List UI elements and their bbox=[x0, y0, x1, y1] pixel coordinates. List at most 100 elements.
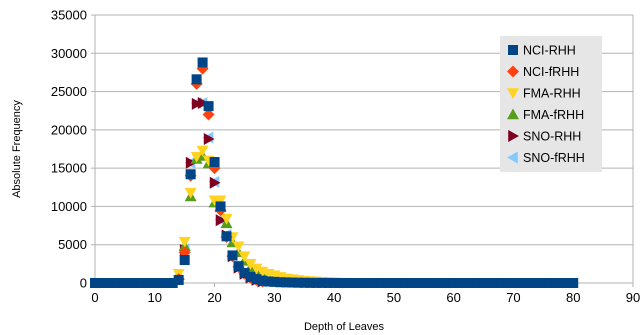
x-tick-label: 90 bbox=[626, 290, 640, 305]
data-point-nci-rhh bbox=[353, 278, 364, 288]
data-point-nci-rhh bbox=[179, 255, 190, 266]
data-point-fma-rhh bbox=[250, 263, 263, 275]
data-point-nci-rhh bbox=[490, 278, 501, 288]
data-point-nci-rhh bbox=[203, 101, 214, 112]
data-point-nci-rhh bbox=[496, 278, 507, 288]
x-tick-label: 80 bbox=[566, 290, 580, 305]
data-point-fma-rhh bbox=[178, 236, 191, 248]
data-point-nci-rhh bbox=[173, 274, 184, 285]
data-point-fma-rhh bbox=[184, 187, 197, 199]
data-point-nci-rhh bbox=[329, 277, 340, 288]
legend-box bbox=[500, 36, 602, 172]
data-point-nci-rhh bbox=[562, 278, 573, 288]
data-point-sno-rhh bbox=[197, 97, 209, 110]
legend-marker-nci-rhh bbox=[508, 45, 518, 55]
data-point-nci-rhh bbox=[544, 278, 555, 288]
data-point-nci-rhh bbox=[508, 278, 519, 288]
legend-marker-sno-frhh bbox=[507, 151, 518, 164]
legend-label-sno-rhh: SNO-RHH bbox=[523, 130, 581, 144]
data-point-nci-rhh bbox=[263, 276, 274, 287]
data-point-nci-rhh bbox=[257, 275, 268, 286]
data-point-nci-rhh bbox=[442, 278, 453, 288]
y-tick-label: 15000 bbox=[51, 161, 87, 176]
data-point-nci-rhh bbox=[119, 278, 130, 288]
data-point-nci-rhh bbox=[484, 278, 495, 288]
y-tick-label: 25000 bbox=[51, 84, 87, 99]
data-point-nci-rhh bbox=[466, 278, 477, 288]
data-point-nci-rhh bbox=[478, 278, 489, 288]
data-point-nci-rhh bbox=[359, 278, 369, 288]
data-point-nci-rhh bbox=[400, 278, 411, 288]
data-point-nci-rhh bbox=[221, 231, 232, 242]
y-tick-label: 0 bbox=[80, 276, 87, 291]
data-point-nci-rhh bbox=[215, 201, 226, 212]
x-tick-label: 40 bbox=[327, 290, 341, 305]
y-tick-label: 20000 bbox=[51, 122, 87, 137]
data-point-sno-rhh bbox=[215, 214, 227, 227]
legend-marker-fma-rhh bbox=[507, 88, 519, 99]
x-tick-label: 0 bbox=[91, 290, 98, 305]
data-point-nci-rhh bbox=[448, 278, 459, 288]
data-point-fma-rhh bbox=[190, 151, 203, 163]
data-point-nci-rhh bbox=[101, 278, 112, 288]
data-point-nci-rhh bbox=[269, 276, 280, 287]
data-point-nci-rhh bbox=[287, 277, 298, 288]
data-point-nci-rhh bbox=[317, 277, 328, 288]
x-tick-label: 50 bbox=[387, 290, 401, 305]
data-point-nci-rhh bbox=[376, 278, 387, 288]
legend-label-nci-frhh: NCI-fRHH bbox=[523, 65, 579, 79]
data-point-nci-rhh bbox=[125, 278, 136, 288]
data-point-nci-rhh bbox=[556, 278, 567, 288]
data-point-fma-rhh bbox=[196, 145, 209, 157]
x-tick-label: 30 bbox=[267, 290, 281, 305]
data-point-sno-rhh bbox=[209, 176, 221, 189]
data-point-fma-rhh bbox=[244, 259, 257, 270]
legend-marker-fma-frhh bbox=[507, 108, 519, 120]
data-point-nci-rhh bbox=[323, 277, 334, 288]
data-point-nci-rhh bbox=[191, 74, 202, 85]
data-point-nci-rhh bbox=[107, 278, 118, 288]
data-point-nci-rhh bbox=[305, 277, 316, 288]
data-point-fma-rhh bbox=[238, 251, 251, 263]
data-point-nci-rhh bbox=[526, 278, 537, 288]
data-point-nci-rhh bbox=[227, 250, 238, 261]
legend-label-nci-rhh: NCI-RHH bbox=[523, 44, 576, 58]
x-axis-title: Depth of Leaves bbox=[304, 321, 385, 333]
y-tick-label: 35000 bbox=[51, 8, 87, 23]
data-point-nci-rhh bbox=[239, 268, 250, 279]
data-point-nci-rhh bbox=[185, 169, 196, 180]
y-tick-label: 30000 bbox=[51, 46, 87, 61]
legend-label-fma-rhh: FMA-RHH bbox=[523, 87, 581, 101]
x-tick-label: 70 bbox=[506, 290, 520, 305]
data-point-nci-rhh bbox=[424, 278, 435, 288]
data-point-nci-rhh bbox=[143, 278, 154, 288]
data-point-nci-rhh bbox=[514, 278, 525, 288]
data-point-nci-rhh bbox=[430, 278, 441, 288]
data-point-nci-rhh bbox=[90, 278, 100, 288]
legend-marker-sno-rhh bbox=[508, 130, 519, 142]
data-point-nci-rhh bbox=[364, 278, 375, 288]
data-point-nci-rhh bbox=[382, 278, 393, 288]
data-point-nci-rhh bbox=[394, 278, 405, 288]
data-point-nci-rhh bbox=[293, 277, 304, 288]
data-point-nci-rhh bbox=[502, 278, 513, 288]
data-point-nci-rhh bbox=[137, 278, 148, 288]
data-point-nci-rhh bbox=[436, 278, 447, 288]
data-point-nci-rhh bbox=[275, 277, 286, 288]
data-point-sno-rhh bbox=[203, 133, 215, 146]
data-point-nci-rhh bbox=[538, 278, 549, 288]
data-point-nci-rhh bbox=[281, 277, 292, 288]
data-point-nci-rhh bbox=[167, 278, 178, 288]
legend-marker-nci-frhh bbox=[507, 65, 519, 78]
data-point-nci-rhh bbox=[95, 278, 106, 288]
data-point-nci-rhh bbox=[197, 57, 208, 68]
data-point-sno-rhh bbox=[191, 97, 203, 110]
legend-label-fma-frhh: FMA-fRHH bbox=[523, 108, 584, 122]
data-point-nci-rhh bbox=[245, 271, 256, 282]
data-point-nci-rhh bbox=[113, 278, 124, 288]
y-axis-title: Absolute Frequency bbox=[11, 100, 23, 198]
data-point-nci-rhh bbox=[460, 278, 471, 288]
data-point-nci-rhh bbox=[418, 278, 429, 288]
